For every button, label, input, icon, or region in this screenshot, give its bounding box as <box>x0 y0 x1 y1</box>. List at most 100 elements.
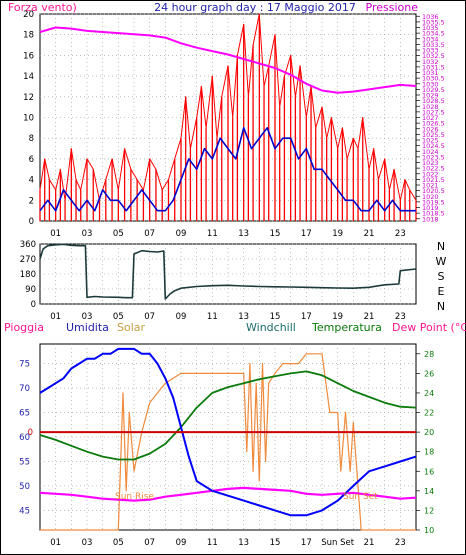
humidity-y-tick-label: 50 <box>19 482 30 492</box>
humidity-line <box>39 347 417 517</box>
weather-x-tick-label: 07 <box>144 538 155 548</box>
pressure-y-tick-label: 1032.5 <box>422 52 445 60</box>
temp-y-tick-label: 18 <box>424 448 434 457</box>
pressure-y-tick-label: 1031.5 <box>422 63 445 71</box>
direction-x-tick-label: 17 <box>301 312 312 322</box>
temperatura-label: Temperatura <box>311 321 382 334</box>
wind-y-tick-label: 16 <box>23 51 34 61</box>
pressure-y-tick-label: 1032 <box>422 58 439 66</box>
pressure-y-tick-label: 1020 <box>422 193 439 201</box>
temp-y-tick-label: 10 <box>424 526 434 535</box>
pressure-y-tick-label: 1024 <box>422 148 439 156</box>
direction-x-tick-label: 23 <box>395 312 406 322</box>
wind-y-tick-label: 20 <box>23 10 34 20</box>
temp-y-tick-label: 24 <box>424 389 434 398</box>
solar-label: Solar <box>117 321 146 334</box>
weather-x-tick-label: 03 <box>82 538 93 548</box>
humidity-y-tick-label: 70 <box>19 384 30 394</box>
temp-y-tick-label: 12 <box>424 506 434 515</box>
wind-y-tick-label: 8 <box>29 134 34 144</box>
wind-y-tick-label: 14 <box>23 72 34 82</box>
wind-y-tick-label: 2 <box>29 196 34 206</box>
wind-x-tick-label: 23 <box>395 229 406 239</box>
wind-x-tick-label: 19 <box>332 229 343 239</box>
pressure-axis-title: Pressione <box>366 1 419 14</box>
pressure-y-tick-label: 1024.5 <box>422 142 445 150</box>
avg-wind-line <box>39 127 416 212</box>
temp-y-tick-label: 22 <box>424 409 434 418</box>
compass-letter: N <box>437 240 445 253</box>
temp-y-tick-label: 20 <box>424 428 434 437</box>
pressure-y-tick-label: 1035 <box>422 24 439 32</box>
sunrise-label: Sun Rise <box>115 492 154 502</box>
direction-x-tick-label: 21 <box>364 312 375 322</box>
pressure-y-tick-label: 1028 <box>422 103 439 111</box>
pressure-line <box>39 26 417 94</box>
pressure-y-tick-label: 1018 <box>422 215 439 223</box>
pressure-y-tick-label: 1028.5 <box>422 97 445 105</box>
weather-x-tick-label: 23 <box>395 538 406 548</box>
weather-x-tick-label: 05 <box>113 538 124 548</box>
rain-y-tick-label: 0 <box>28 428 33 438</box>
pressure-y-tick-label: 1021 <box>422 182 439 190</box>
compass-letter: W <box>436 255 447 268</box>
wind-y-tick-label: 4 <box>29 176 34 186</box>
direction-panel-series <box>39 243 417 300</box>
humidity-y-tick-label: 45 <box>19 506 30 516</box>
weather-x-tick-label: 11 <box>207 538 218 548</box>
humidity-y-tick-label: 75 <box>19 360 30 370</box>
pressure-y-tick-label: 1035.5 <box>422 18 445 26</box>
direction-y-tick-label: 270 <box>20 255 36 265</box>
pressure-y-tick-label: 1023 <box>422 159 439 167</box>
humidity-y-tick-label: 65 <box>19 409 30 419</box>
wind-x-tick-label: 11 <box>207 229 218 239</box>
wind-x-tick-label: 13 <box>238 229 249 239</box>
wind-x-tick-label: 15 <box>270 229 281 239</box>
temp-y-tick-label: 14 <box>424 487 434 496</box>
wind-panel-series <box>39 13 417 221</box>
sunset-label: Sun Set <box>343 492 378 502</box>
wind-x-tick-label: 17 <box>301 229 312 239</box>
pressure-y-tick-label: 1018.5 <box>422 210 445 218</box>
humidity-y-tick-label: 55 <box>19 457 30 467</box>
weather-x-tick-label: 01 <box>50 538 61 548</box>
axis-ticks: 0246810121416182010181018.510191019.5102… <box>19 10 446 548</box>
pressure-y-tick-label: 1034 <box>422 35 439 43</box>
pressure-y-tick-label: 1025.5 <box>422 131 445 139</box>
direction-x-tick-label: 09 <box>176 312 187 322</box>
direction-line <box>39 243 417 300</box>
wind-y-tick-label: 0 <box>29 217 34 227</box>
pressure-y-tick-label: 1031 <box>422 69 439 77</box>
wind-x-tick-label: 01 <box>50 229 61 239</box>
pressure-y-tick-label: 1029.5 <box>422 86 445 94</box>
direction-y-tick-label: 90 <box>25 285 36 295</box>
pressure-y-tick-label: 1021.5 <box>422 176 445 184</box>
pressure-y-tick-label: 1030 <box>422 80 439 88</box>
compass-letter: N <box>437 300 445 313</box>
pressure-y-tick-label: 1019 <box>422 204 439 212</box>
compass-letter: E <box>438 285 445 298</box>
weather-panel-series <box>39 347 417 531</box>
pressure-y-tick-label: 1029 <box>422 92 439 100</box>
pressure-y-tick-label: 1022 <box>422 170 439 178</box>
weather-x-tick-label: 15 <box>270 538 281 548</box>
direction-panel-grid <box>40 243 416 305</box>
pressure-y-tick-label: 1027 <box>422 114 439 122</box>
wind-x-tick-label: 21 <box>364 229 375 239</box>
direction-x-tick-label: 13 <box>238 312 249 322</box>
pioggia-label: Pioggia <box>4 321 44 334</box>
dewpoint-line <box>39 486 417 502</box>
wind-y-tick-label: 18 <box>23 31 34 41</box>
temperature-line <box>39 370 417 461</box>
weather-x-tick-label: 17 <box>301 538 312 548</box>
temp-y-tick-label: 16 <box>424 467 434 476</box>
weather-x-tick-label: Sun Set <box>321 538 354 548</box>
temp-y-tick-label: 26 <box>424 369 434 378</box>
humidity-y-tick-label: 60 <box>19 433 30 443</box>
direction-y-tick-label: 360 <box>20 240 36 250</box>
dewpoint-label: Dew Point (°C) <box>392 321 466 334</box>
pressure-y-tick-label: 1033 <box>422 47 439 55</box>
